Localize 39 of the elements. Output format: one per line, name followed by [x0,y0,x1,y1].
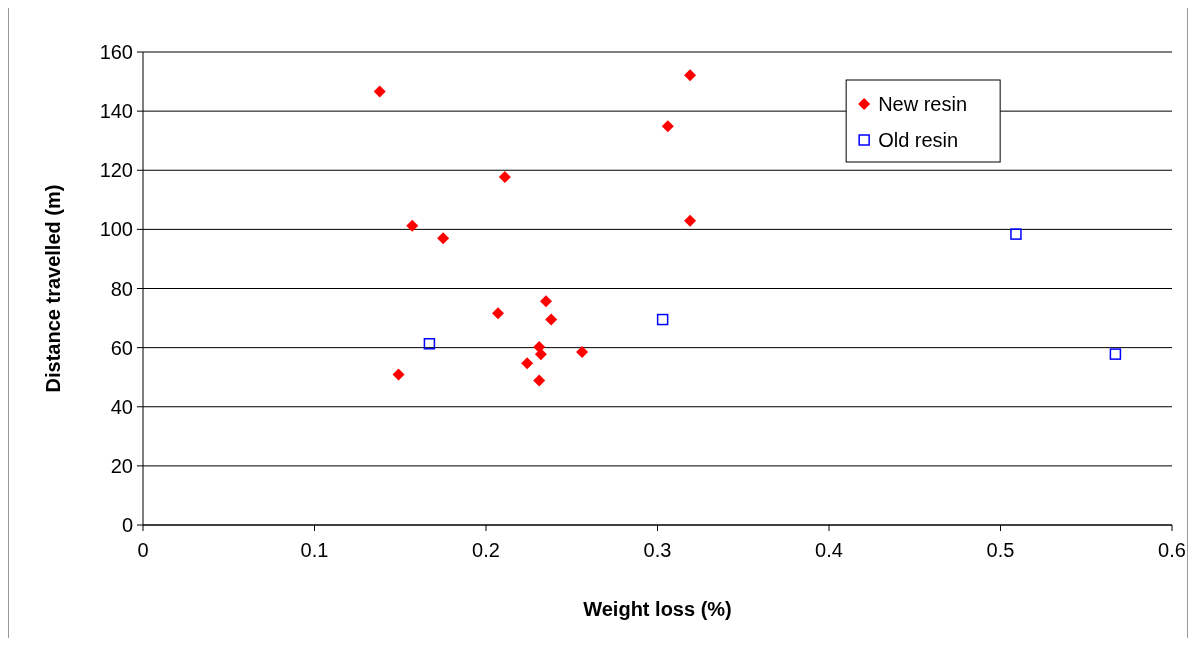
point [423,338,436,350]
legend-label: New resin [878,93,968,115]
point [533,374,546,387]
point [534,348,547,361]
x-tick-label: 0.2 [472,539,500,561]
point [437,232,450,245]
point [392,368,405,381]
y-tick-label: 80 [110,277,133,300]
x-tick-label: 0.5 [986,539,1015,561]
y-tick-label: 20 [110,454,133,477]
y-tick-label: 60 [110,336,133,359]
x-tick-label: 0.6 [1158,539,1186,561]
point [540,295,553,308]
point [661,120,674,133]
y-tick-label: 160 [99,41,133,63]
point [406,219,419,232]
y-axis-title: Distance travelled (m) [42,184,64,393]
y-tick-label: 120 [99,159,133,182]
point [684,214,697,227]
point [576,346,589,359]
point [373,85,386,98]
point [521,357,534,370]
x-tick-label: 0.1 [300,539,329,561]
x-tick-label: 0.3 [643,539,672,561]
point [492,307,505,320]
x-axis-title: Weight loss (%) [583,598,732,620]
legend-label: Old resin [878,129,959,151]
point [684,69,697,82]
y-tick-label: 40 [110,395,133,418]
point [545,313,558,326]
y-tick-label: 140 [99,100,133,123]
point [498,171,511,184]
x-tick-label: 0 [137,539,149,561]
x-tick-label: 0.4 [815,539,843,561]
point [656,313,669,326]
y-tick-label: 100 [99,218,133,241]
point [1010,228,1022,240]
point [1109,348,1122,360]
y-tick-label: 0 [121,514,133,536]
